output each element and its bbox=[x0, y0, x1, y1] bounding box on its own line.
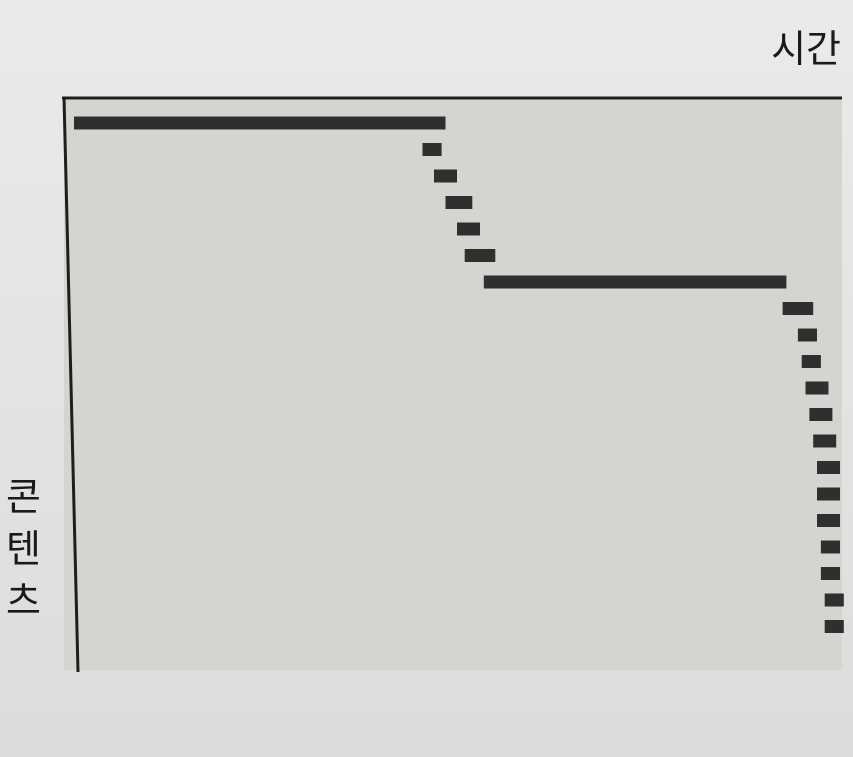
timeline-bar-9 bbox=[797, 328, 817, 342]
timeline-bar-6 bbox=[464, 249, 496, 262]
x-axis-label: 시간 bbox=[771, 27, 841, 71]
y-axis-label-char: 텐 bbox=[6, 527, 41, 571]
timeline-bar-2 bbox=[422, 143, 442, 156]
timeline-bar-20 bbox=[824, 620, 844, 633]
timeline-bar-4 bbox=[445, 196, 473, 209]
timeline-bar-17 bbox=[820, 540, 840, 554]
timeline-bar-1 bbox=[74, 116, 446, 130]
timeline-bar-10 bbox=[801, 355, 821, 368]
timeline-bar-5 bbox=[457, 222, 480, 236]
timeline-bar-7 bbox=[483, 275, 787, 289]
timeline-bar-19 bbox=[824, 593, 844, 607]
plot-area bbox=[64, 98, 842, 670]
timeline-bar-11 bbox=[805, 381, 829, 395]
timeline-bar-13 bbox=[813, 434, 837, 448]
y-axis-label-char: 콘 bbox=[6, 475, 41, 519]
timeline-bar-3 bbox=[434, 169, 457, 183]
timeline-bar-8 bbox=[782, 302, 814, 315]
timeline-bar-18 bbox=[820, 567, 840, 580]
timeline-bar-15 bbox=[817, 487, 840, 501]
y-axis-label-char: 츠 bbox=[6, 579, 41, 623]
timeline-bar-16 bbox=[817, 514, 840, 527]
timeline-bar-12 bbox=[809, 408, 833, 421]
y-axis-label: 콘 텐 츠 bbox=[6, 478, 41, 620]
left-axis-line bbox=[62, 96, 80, 673]
timeline-bar-14 bbox=[817, 461, 840, 474]
bars-layer bbox=[74, 116, 844, 633]
